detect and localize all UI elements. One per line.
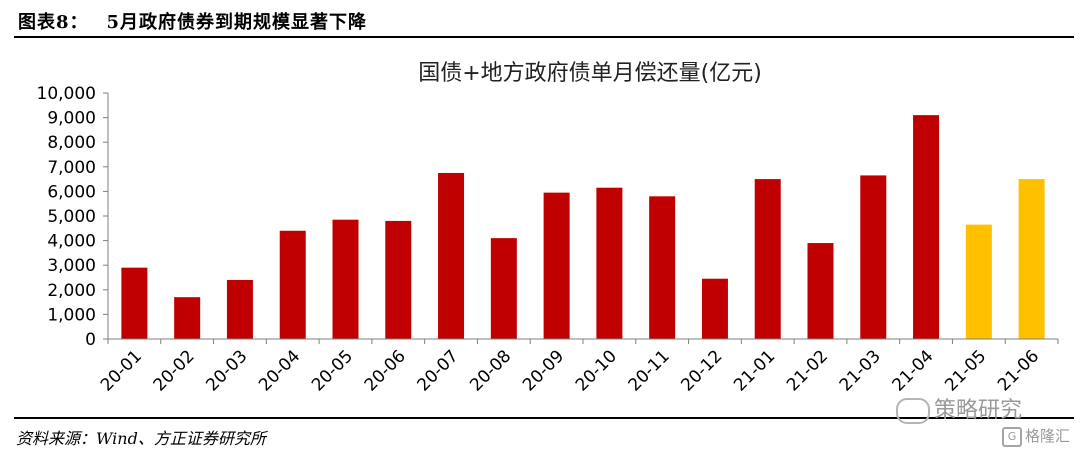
- figure-header: 图表8： 5月政府债券到期规模显著下降: [18, 8, 367, 34]
- bar: [754, 179, 781, 339]
- gelonghui-watermark-text: 格隆汇: [1025, 427, 1071, 445]
- gelonghui-watermark: G 格隆汇: [1002, 425, 1070, 447]
- bar: [965, 224, 992, 339]
- y-tick-label: 6,000: [47, 182, 96, 202]
- x-tick-label: 21-04: [889, 346, 938, 395]
- x-tick-label: 20-07: [414, 346, 463, 395]
- bars: [121, 115, 1045, 339]
- y-tick-label: 3,000: [47, 256, 96, 276]
- x-tick-label: 20-06: [361, 346, 410, 395]
- y-tick-label: 9,000: [47, 109, 96, 129]
- bar: [596, 187, 623, 339]
- y-axis: 0 1,000 2,000 3,000 4,000 5,000 6,000 7,000 8,00…: [37, 84, 109, 350]
- bar: [649, 196, 676, 339]
- bar: [226, 279, 253, 339]
- bar: [438, 172, 465, 339]
- x-tick-label: 20-02: [150, 346, 199, 395]
- footer-rule: [14, 417, 1074, 419]
- x-tick-label: 21-02: [783, 346, 832, 395]
- x-tick-label: 21-06: [994, 346, 1043, 395]
- x-tick-label: 20-12: [677, 346, 726, 395]
- bar: [807, 243, 834, 339]
- source-note: 资料来源：Wind、方正证券研究所: [16, 429, 266, 448]
- wechat-watermark: 策略研究: [896, 392, 1022, 424]
- bar: [860, 175, 887, 339]
- bar: [701, 278, 728, 339]
- bar: [332, 219, 359, 339]
- y-tick-label: 5,000: [47, 207, 96, 227]
- y-tick-label: 8,000: [47, 133, 96, 153]
- x-tick-label: 20-11: [625, 346, 674, 395]
- y-tick-label: 7,000: [47, 158, 96, 178]
- bar: [490, 238, 517, 339]
- x-tick-label: 20-09: [519, 346, 568, 395]
- y-tick-label: 2,000: [47, 281, 96, 301]
- bar: [913, 115, 940, 339]
- bar: [543, 192, 570, 339]
- bar: [121, 267, 148, 339]
- y-tick-label: 1,000: [47, 305, 96, 325]
- x-tick-label: 20-01: [97, 346, 146, 395]
- bar: [1018, 179, 1045, 339]
- x-tick-label: 21-03: [836, 346, 885, 395]
- y-tick-label: 0: [85, 330, 96, 350]
- x-tick-label: 20-10: [572, 346, 621, 395]
- x-tick-label: 20-08: [466, 346, 515, 395]
- chart-title: 国债+地方政府债单月偿还量(亿元): [418, 61, 762, 86]
- x-tick-label: 21-05: [941, 346, 990, 395]
- wechat-icon: [896, 398, 930, 424]
- figure-label: 图表8：: [18, 12, 89, 33]
- y-tick-label: 10,000: [37, 84, 96, 104]
- wechat-watermark-text: 策略研究: [934, 398, 1023, 423]
- figure-heading: 5月政府债券到期规模显著下降: [106, 12, 368, 33]
- y-tick-label: 4,000: [47, 232, 96, 252]
- gelonghui-logo-icon: G: [1002, 426, 1022, 447]
- x-tick-label: 20-03: [202, 346, 251, 395]
- x-axis: 20-01 20-02 20-03 20-04 20-05 20-06 20-07 20-08…: [97, 338, 1059, 395]
- bar: [279, 230, 306, 339]
- x-tick-label: 21-01: [730, 346, 779, 395]
- x-tick-label: 20-05: [308, 346, 357, 395]
- bar: [174, 297, 201, 339]
- x-tick-label: 20-04: [255, 346, 304, 395]
- bar: [385, 220, 412, 339]
- header-rule: [14, 36, 1074, 38]
